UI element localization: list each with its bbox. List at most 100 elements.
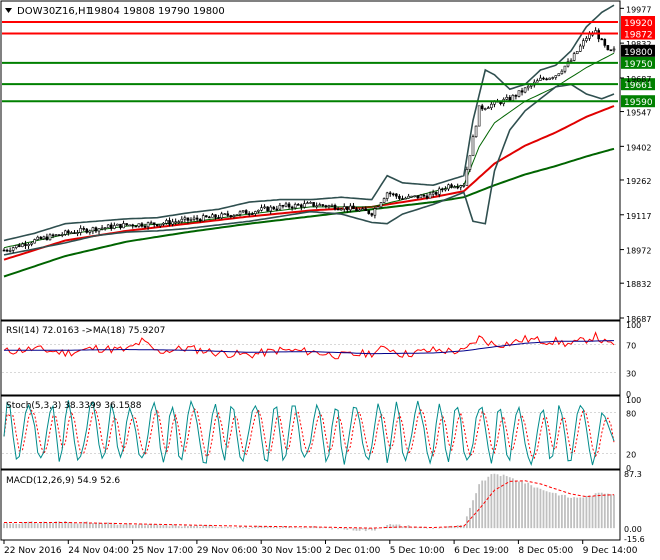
macd-histogram-bar [484, 480, 487, 529]
candle-body [82, 228, 85, 230]
macd-histogram-bar [573, 497, 576, 529]
macd-histogram-bar [539, 488, 542, 529]
macd-histogram-bar [30, 521, 33, 529]
candle-body [582, 40, 585, 47]
candle-body [220, 213, 223, 219]
candle-body [554, 75, 558, 78]
macd-histogram-bar [257, 525, 260, 529]
macd-histogram-bar [395, 524, 398, 529]
price-tick-label: 19687 [626, 75, 651, 84]
rsi-title: RSI(14) 72.0163 ->MA(18) 75.9207 [6, 326, 165, 336]
price-tick-label: 19832 [626, 40, 651, 49]
candle-body [312, 202, 315, 207]
candle-body [557, 73, 561, 76]
candle-body [14, 245, 18, 248]
macd-histogram-bar [137, 524, 140, 529]
candle-body [149, 222, 153, 225]
candle-body [585, 38, 588, 41]
macd-histogram-bar [147, 524, 149, 529]
macd-histogram-bar [545, 491, 548, 529]
candle-body [523, 87, 527, 93]
macd-histogram-bar [610, 494, 612, 529]
candle-body [560, 70, 564, 74]
macd-histogram-bar [438, 528, 441, 529]
macd-histogram-bar [177, 526, 180, 529]
candle-body [505, 97, 509, 100]
triangle-down-icon[interactable] [5, 8, 12, 13]
candle-body [321, 204, 325, 206]
time-tick-label: 24 Nov 04:00 [68, 546, 129, 556]
macd-histogram-bar [150, 524, 153, 529]
macd-histogram-bar [475, 493, 477, 529]
candle-body [103, 227, 107, 229]
macd-histogram-bar [24, 522, 27, 529]
candle-body [85, 228, 89, 233]
macd-histogram-bar [113, 522, 116, 529]
candle-body [526, 85, 530, 89]
rsi-tick-label: 70 [626, 342, 636, 351]
macd-histogram-bar [98, 522, 100, 529]
macd-histogram-bar [91, 523, 94, 529]
macd-histogram-bar [355, 528, 358, 531]
candle-body [588, 33, 591, 39]
candle-body [514, 95, 518, 97]
candle-body [520, 90, 524, 93]
price-panel[interactable] [0, 0, 621, 321]
candle-body [57, 234, 61, 236]
candle-body [195, 217, 199, 220]
candle-body [113, 225, 116, 229]
macd-histogram-bar [183, 524, 186, 529]
macd-histogram-bar [193, 526, 195, 529]
macd-histogram-bar [511, 478, 514, 529]
macd-histogram-bar [58, 521, 61, 529]
macd-histogram-bar [131, 525, 134, 529]
macd-histogram-bar [46, 522, 48, 529]
ma-fast-line [3, 52, 615, 249]
candle-body [24, 243, 27, 247]
macd-histogram-bar [208, 525, 211, 529]
macd-histogram-bar [266, 526, 269, 529]
candle-body [287, 203, 291, 208]
macd-histogram-bar [502, 474, 505, 529]
macd-histogram-bar [294, 527, 297, 529]
macd-histogram-bar [134, 524, 137, 529]
candle-body [422, 194, 426, 197]
candle-body [275, 208, 279, 211]
macd-histogram-bar [364, 528, 367, 532]
candle-body [254, 211, 257, 214]
candle-body [293, 204, 297, 209]
rsi-series-layer [2, 331, 618, 373]
macd-histogram-bar [88, 523, 91, 529]
candle-body [186, 217, 190, 221]
macd-histogram-bar [318, 527, 321, 529]
macd-histogram-bar [600, 492, 603, 529]
candle-body [416, 195, 420, 199]
candle-body [125, 223, 128, 226]
macd-histogram-bar [530, 485, 533, 529]
macd-histogram-bar [490, 474, 493, 529]
macd-histogram-bar [524, 483, 527, 529]
candle-body [296, 204, 300, 206]
macd-histogram-bar [407, 525, 410, 529]
candle-body [143, 226, 147, 228]
candle-body [404, 197, 407, 200]
candle-body [128, 224, 131, 227]
macd-histogram-bar [70, 521, 73, 529]
macd-histogram-bar [398, 524, 401, 529]
time-tick-label: 2 Dec 01:00 [326, 546, 381, 556]
rsi-panel[interactable] [0, 320, 621, 396]
macd-histogram-bar [116, 524, 119, 529]
macd-histogram-bar [226, 526, 229, 529]
macd-panel[interactable] [0, 469, 621, 541]
candle-body [367, 210, 371, 214]
candle-body [361, 208, 364, 211]
macd-histogram-bar [128, 523, 131, 529]
level-label-19872: 19872 [624, 31, 653, 41]
macd-histogram-bar [245, 525, 248, 529]
macd-histogram-bar [242, 527, 244, 529]
candle-body [18, 245, 21, 247]
ma-slow-line [3, 147, 615, 278]
candle-body [407, 195, 410, 199]
candle-body [536, 80, 539, 83]
